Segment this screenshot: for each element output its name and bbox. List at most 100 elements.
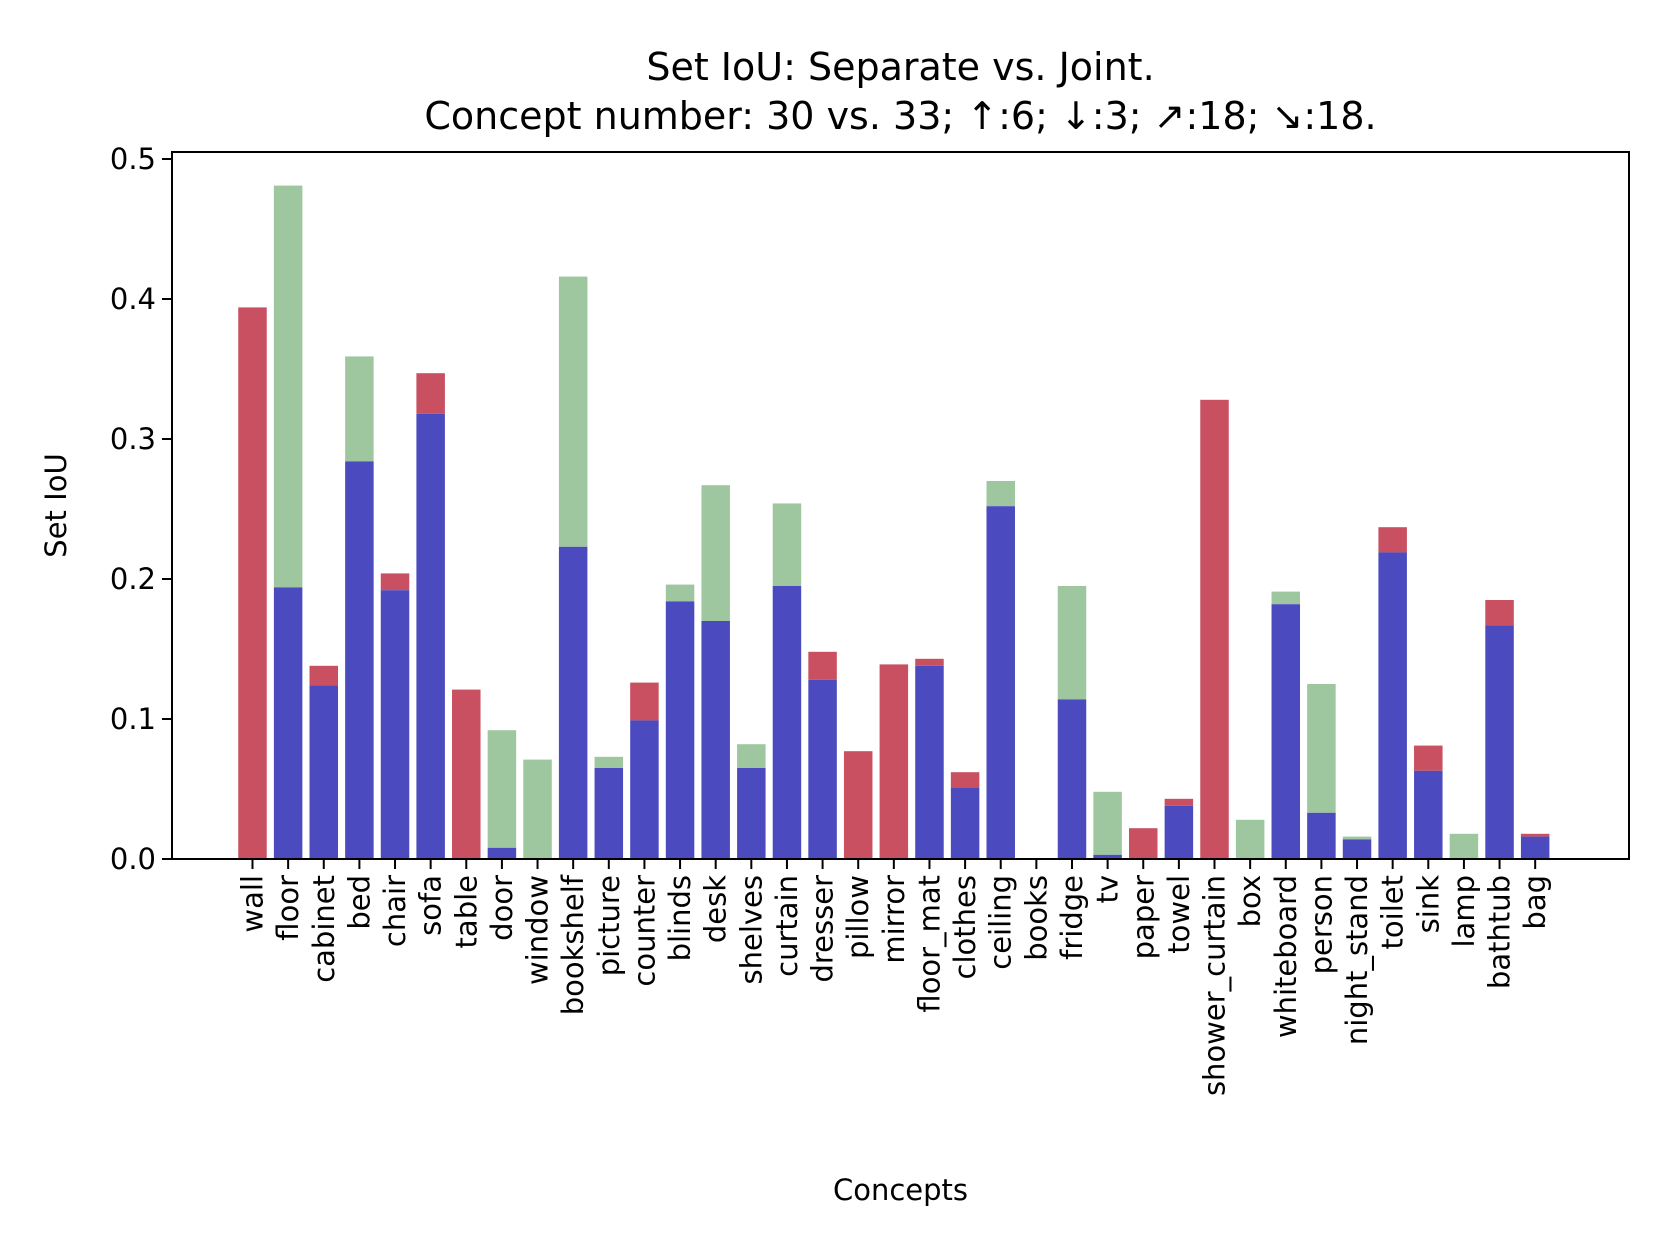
x-tick-label-towel: towel <box>1162 875 1196 954</box>
x-tick-label-blinds: blinds <box>663 875 697 961</box>
bar-overlap-bag <box>1520 836 1550 859</box>
bar-joint-bed <box>345 356 374 462</box>
x-tick-label-door: door <box>485 875 519 941</box>
x-tick-label-box: box <box>1233 875 1267 927</box>
bar-overlap-blinds <box>665 601 695 859</box>
x-tick-label-dresser: dresser <box>806 875 840 983</box>
bar-separate-shower_curtain <box>1200 399 1229 859</box>
x-tick-label-floor_mat: floor_mat <box>912 875 946 1013</box>
bar-overlap-floor <box>273 587 303 859</box>
bar-separate-table <box>452 689 481 859</box>
bar-overlap-tv <box>1093 854 1122 859</box>
x-axis-label: Concepts <box>833 1173 968 1207</box>
bar-joint-shelves <box>737 744 766 768</box>
bar-separate-sofa <box>416 373 445 414</box>
bar-overlap-sink <box>1414 770 1443 859</box>
bar-joint-night_stand <box>1342 836 1372 840</box>
bar-separate-counter <box>630 682 659 721</box>
bar-separate-floor_mat <box>915 658 944 666</box>
bar-overlap-picture <box>594 768 624 859</box>
bar-joint-whiteboard <box>1271 591 1301 605</box>
bar-overlap-whiteboard <box>1271 604 1301 859</box>
y-tick-label: 0.0 <box>110 842 156 876</box>
bar-overlap-bed <box>345 461 374 859</box>
bar-overlap-towel <box>1164 805 1194 859</box>
chart-title: Set IoU: Separate vs. Joint. <box>646 45 1154 89</box>
x-tick-label-toilet: toilet <box>1376 875 1410 949</box>
y-axis-label: Set IoU <box>39 453 73 557</box>
y-tick-label: 0.3 <box>110 422 156 456</box>
x-tick-label-shower_curtain: shower_curtain <box>1198 875 1232 1096</box>
bar-joint-lamp <box>1449 833 1479 859</box>
x-tick-label-window: window <box>521 875 555 985</box>
x-tick-label-cabinet: cabinet <box>307 875 341 983</box>
bar-overlap-sofa <box>416 413 445 859</box>
bar-overlap-person <box>1307 812 1336 859</box>
x-axis: wall floor cabinet bed chair sofa table door win… <box>236 859 1552 1096</box>
bar-separate-bathtub <box>1485 600 1514 626</box>
bar-separate-mirror <box>879 664 909 859</box>
x-tick-label-pillow: pillow <box>841 875 875 959</box>
y-tick-label: 0.4 <box>110 282 156 316</box>
bar-overlap-counter <box>630 720 659 859</box>
bar-separate-bag <box>1520 833 1550 837</box>
x-tick-label-sink: sink <box>1411 875 1445 934</box>
bar-overlap-curtain <box>772 586 802 859</box>
x-tick-label-fridge: fridge <box>1055 875 1089 960</box>
bar-overlap-chair <box>380 590 410 859</box>
bar-joint-bookshelf <box>558 276 588 547</box>
bar-overlap-bathtub <box>1485 625 1514 859</box>
bar-separate-toilet <box>1378 527 1407 553</box>
bar-joint-door <box>487 730 517 848</box>
bars-group <box>238 185 1550 859</box>
x-tick-label-curtain: curtain <box>770 875 804 977</box>
bar-separate-towel <box>1164 798 1194 806</box>
x-tick-label-table: table <box>449 875 483 948</box>
bar-joint-desk <box>701 485 730 621</box>
y-tick-label: 0.1 <box>110 702 156 736</box>
x-tick-label-lamp: lamp <box>1447 875 1481 948</box>
bar-overlap-toilet <box>1378 552 1407 859</box>
bar-joint-tv <box>1093 791 1122 855</box>
bar-separate-paper <box>1129 828 1158 859</box>
x-tick-label-desk: desk <box>699 875 733 943</box>
x-tick-label-bag: bag <box>1518 875 1552 930</box>
x-tick-label-wall: wall <box>236 875 270 933</box>
y-tick-label: 0.5 <box>110 142 156 176</box>
x-tick-label-whiteboard: whiteboard <box>1269 875 1303 1038</box>
x-tick-label-books: books <box>1019 875 1053 961</box>
chart-subtitle: Concept number: 30 vs. 33; ↑:6; ↓:3; ↗:1… <box>424 94 1376 138</box>
bar-separate-clothes <box>950 772 980 788</box>
x-tick-label-picture: picture <box>592 875 626 976</box>
bar-overlap-dresser <box>808 679 837 859</box>
x-tick-label-sofa: sofa <box>414 875 448 936</box>
bar-separate-dresser <box>808 651 837 680</box>
x-tick-label-bathtub: bathtub <box>1483 875 1517 989</box>
bar-overlap-desk <box>701 621 730 859</box>
bar-joint-picture <box>594 756 624 768</box>
bar-joint-blinds <box>665 584 695 602</box>
x-tick-label-person: person <box>1304 875 1338 974</box>
x-tick-label-tv: tv <box>1091 875 1125 904</box>
bar-overlap-door <box>487 847 517 859</box>
x-tick-label-ceiling: ceiling <box>984 875 1018 970</box>
y-tick-label: 0.2 <box>110 562 156 596</box>
plot-frame <box>171 151 1630 860</box>
bar-joint-person <box>1307 684 1336 813</box>
x-tick-label-chair: chair <box>378 875 412 947</box>
y-axis: 0.0 0.1 0.2 0.3 0.4 0.5 <box>110 142 172 876</box>
x-tick-label-night_stand: night_stand <box>1340 875 1374 1045</box>
bar-joint-box <box>1235 819 1265 859</box>
x-tick-label-mirror: mirror <box>877 875 911 964</box>
bar-overlap-cabinet <box>309 685 339 859</box>
x-tick-label-counter: counter <box>627 875 661 987</box>
bar-joint-curtain <box>772 503 802 586</box>
bar-overlap-ceiling <box>986 506 1015 859</box>
x-tick-label-bed: bed <box>342 875 376 930</box>
bar-joint-window <box>523 759 552 859</box>
x-tick-label-shelves: shelves <box>734 875 768 985</box>
bar-overlap-shelves <box>737 768 766 859</box>
bar-joint-fridge <box>1057 586 1087 700</box>
bar-overlap-night_stand <box>1342 839 1372 859</box>
